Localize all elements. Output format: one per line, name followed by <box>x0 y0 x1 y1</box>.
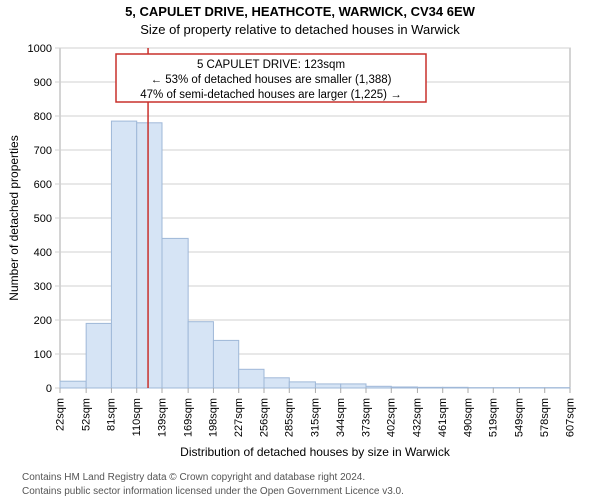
x-tick-label: 549sqm <box>514 398 526 437</box>
x-tick-label: 139sqm <box>156 398 168 437</box>
y-tick-label: 900 <box>34 77 52 89</box>
x-tick-label: 344sqm <box>335 398 347 437</box>
y-tick-label: 0 <box>46 383 52 395</box>
x-tick-label: 490sqm <box>462 398 474 437</box>
attribution-line2: Contains public sector information licen… <box>22 486 404 497</box>
bar <box>213 340 238 388</box>
bar <box>111 121 136 388</box>
y-tick-label: 1000 <box>28 43 52 55</box>
bar <box>188 322 213 388</box>
y-tick-label: 400 <box>34 247 52 259</box>
x-tick-label: 461sqm <box>437 398 449 437</box>
y-tick-label: 500 <box>34 213 52 225</box>
bar <box>86 323 111 388</box>
bar <box>60 381 86 388</box>
annotation-line3: 47% of semi-detached houses are larger (… <box>140 89 401 101</box>
bar <box>315 384 340 388</box>
x-tick-label: 315sqm <box>310 398 322 437</box>
y-tick-label: 800 <box>34 111 52 123</box>
x-tick-label: 607sqm <box>564 398 576 437</box>
bar <box>341 384 366 388</box>
bar <box>443 387 468 388</box>
x-tick-label: 373sqm <box>360 398 372 437</box>
x-tick-label: 519sqm <box>488 398 500 437</box>
x-tick-label: 81sqm <box>106 398 118 431</box>
title-line2: Size of property relative to detached ho… <box>140 22 460 37</box>
x-tick-label: 402sqm <box>386 398 398 437</box>
x-label: Distribution of detached houses by size … <box>180 445 451 459</box>
x-tick-label: 256sqm <box>258 398 270 437</box>
bar <box>239 369 264 388</box>
histogram-chart: 5, CAPULET DRIVE, HEATHCOTE, WARWICK, CV… <box>0 0 600 500</box>
x-tick-label: 52sqm <box>80 398 92 431</box>
x-tick-label: 169sqm <box>182 398 194 437</box>
y-tick-label: 200 <box>34 315 52 327</box>
x-tick-label: 198sqm <box>208 398 220 437</box>
x-tick-label: 110sqm <box>131 398 143 436</box>
x-tick-label: 285sqm <box>284 398 296 437</box>
x-tick-label: 22sqm <box>54 398 66 431</box>
title-line1: 5, CAPULET DRIVE, HEATHCOTE, WARWICK, CV… <box>125 4 476 19</box>
x-tick-label: 227sqm <box>233 398 245 437</box>
annotation-line2: ← 53% of detached houses are smaller (1,… <box>151 74 392 86</box>
bar <box>366 386 391 388</box>
bar <box>417 387 442 388</box>
x-tick-label: 432sqm <box>412 398 424 437</box>
bar <box>264 378 289 388</box>
x-tick-label: 578sqm <box>539 398 551 437</box>
bar <box>391 387 417 388</box>
y-tick-label: 600 <box>34 179 52 191</box>
y-tick-label: 700 <box>34 145 52 157</box>
annotation-box: 5 CAPULET DRIVE: 123sqm ← 53% of detached… <box>116 54 426 102</box>
bar <box>137 123 162 388</box>
attribution-line1: Contains HM Land Registry data © Crown c… <box>22 472 365 483</box>
bar <box>289 382 315 388</box>
bar <box>162 238 188 388</box>
y-tick-label: 300 <box>34 281 52 293</box>
y-label: Number of detached properties <box>7 135 21 300</box>
y-tick-label: 100 <box>34 349 52 361</box>
annotation-line1: 5 CAPULET DRIVE: 123sqm <box>197 59 345 71</box>
